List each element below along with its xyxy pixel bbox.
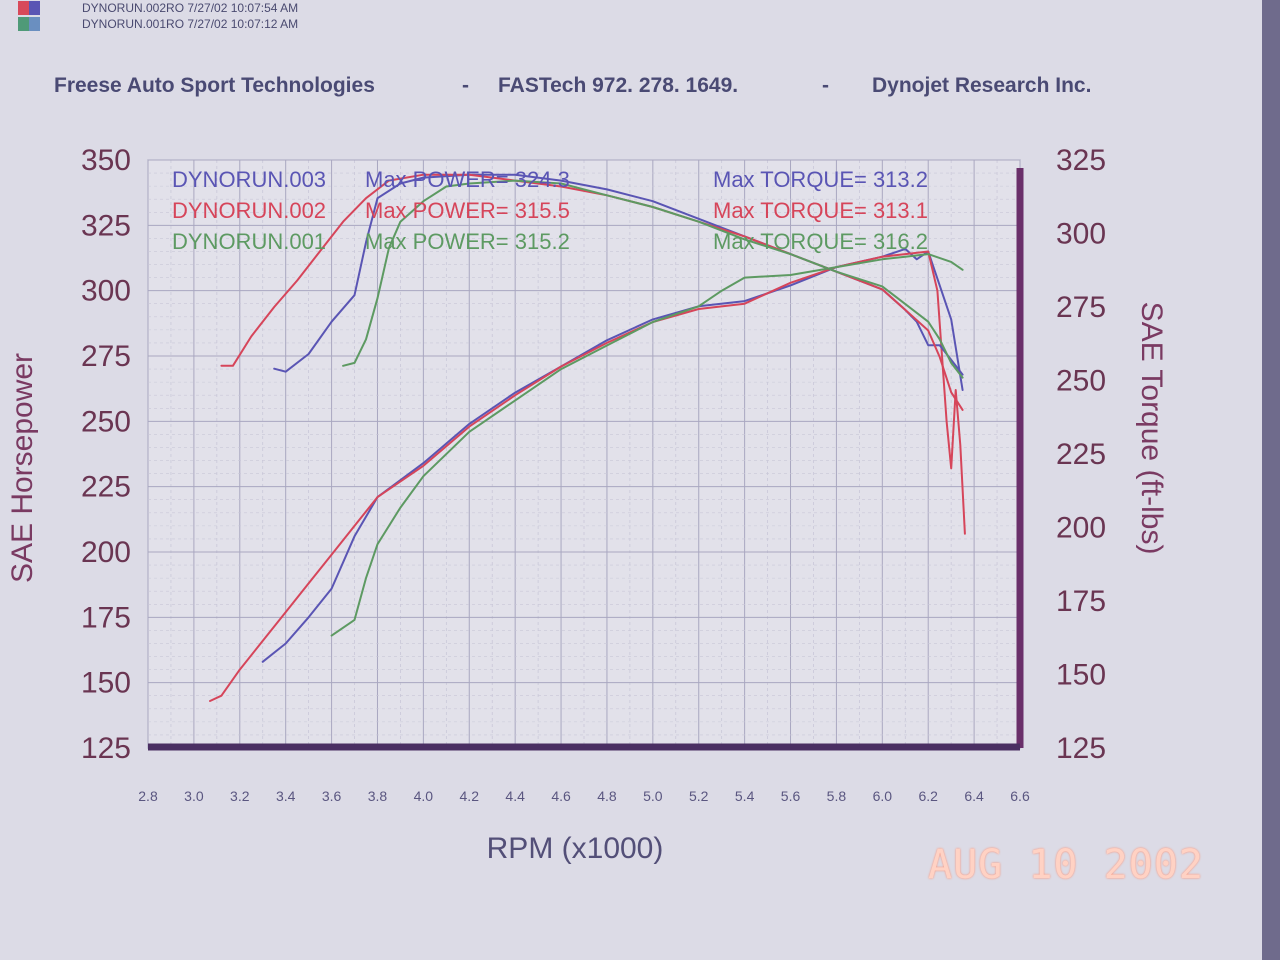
grid-lines — [147, 159, 1021, 749]
vendor-name: Dynojet Research Inc. — [872, 74, 1092, 97]
x-tick-label: 3.2 — [230, 788, 250, 804]
y-left-tick-label: 350 — [81, 144, 131, 177]
series-line-power-dynorun-003 — [261, 247, 964, 663]
y-left-tick-label: 125 — [81, 732, 131, 765]
legend-max-torque: Max TORQUE= 313.1 — [713, 198, 928, 223]
run-header-item: DYNORUN.001RO 7/27/02 10:07:12 AM — [18, 16, 298, 32]
x-tick-label: 6.0 — [873, 788, 893, 804]
legend-run-name: DYNORUN.002 — [172, 198, 326, 223]
x-tick-label: 4.6 — [551, 788, 571, 804]
series-line-power-dynorun-001 — [330, 253, 964, 637]
y-right-tick-label: 250 — [1056, 365, 1106, 398]
legend-entry: DYNORUN.002 Max POWER= 315.5 Max TORQUE= 3… — [172, 198, 928, 223]
y-left-tick-label: 250 — [81, 405, 131, 438]
x-tick-label: 3.8 — [368, 788, 388, 804]
x-tick-label: 3.4 — [276, 788, 296, 804]
run-header-item: DYNORUN.002RO 7/27/02 10:07:54 AM — [18, 0, 298, 16]
y-right-tick-label: 325 — [1056, 144, 1106, 177]
company-header: Freese Auto Sport Technologies - FASTech… — [0, 74, 1262, 104]
legend-run-name: DYNORUN.003 — [172, 167, 326, 192]
y-left-tick-label: 150 — [81, 667, 131, 700]
camera-date-stamp: AUG 10 2002 — [928, 842, 1204, 888]
run-header-list: DYNORUN.002RO 7/27/02 10:07:54 AM DYNORU… — [18, 0, 298, 32]
legend-max-power: Max POWER= 315.2 — [365, 229, 570, 254]
x-tick-label: 3.0 — [184, 788, 204, 804]
series-line-torque-dynorun-003 — [273, 173, 964, 376]
y-left-tick-labels: 125 150 175 200 225 250 275 300 325 350 — [81, 144, 131, 765]
x-tick-label: 5.2 — [689, 788, 709, 804]
legend: DYNORUN.003 Max POWER= 324.3 Max TORQUE= 3… — [172, 167, 928, 254]
legend-max-power: Max POWER= 315.5 — [365, 198, 570, 223]
run-header-label: DYNORUN.001RO 7/27/02 10:07:12 AM — [82, 17, 299, 31]
x-tick-label: 5.0 — [643, 788, 663, 804]
y-right-tick-label: 200 — [1056, 512, 1106, 545]
x-tick-labels: 2.8 3.0 3.2 3.4 3.6 3.8 4.0 4.2 4.4 4.6 4.8 5.0 5.2 5… — [138, 788, 1030, 804]
legend-max-torque: Max TORQUE= 313.2 — [713, 167, 928, 192]
run-color-swatch — [18, 1, 40, 15]
y-right-axis-label: SAE Torque (ft-lbs) — [1135, 302, 1168, 555]
series-line-torque-dynorun-002 — [220, 173, 964, 411]
x-tick-label: 6.2 — [918, 788, 938, 804]
y-right-tick-label: 150 — [1056, 659, 1106, 692]
header-separator: - — [822, 74, 829, 97]
company-phone: FASTech 972. 278. 1649. — [498, 74, 739, 97]
y-right-tick-label: 275 — [1056, 291, 1106, 324]
legend-max-torque: Max TORQUE= 316.2 — [713, 229, 928, 254]
sheet-edge — [1262, 0, 1280, 960]
header-separator: - — [462, 74, 469, 97]
y-right-tick-label: 225 — [1056, 438, 1106, 471]
company-name: Freese Auto Sport Technologies — [54, 74, 375, 97]
y-left-tick-label: 175 — [81, 601, 131, 634]
y-left-axis-label: SAE Horsepower — [6, 353, 39, 583]
y-right-tick-label: 125 — [1056, 732, 1106, 765]
y-right-tick-label: 300 — [1056, 218, 1106, 251]
x-tick-label: 4.8 — [597, 788, 617, 804]
series-line-power-dynorun-002 — [209, 250, 966, 702]
series-lines — [209, 173, 966, 702]
x-tick-label: 4.4 — [505, 788, 525, 804]
legend-max-power: Max POWER= 324.3 — [365, 167, 570, 192]
y-right-tick-labels: 125 150 175 200 225 250 275 300 325 — [1056, 144, 1106, 765]
x-axis-label: RPM (x1000) — [487, 832, 664, 865]
y-right-tick-label: 175 — [1056, 585, 1106, 618]
legend-entry: DYNORUN.001 Max POWER= 315.2 Max TORQUE= 3… — [172, 229, 928, 254]
x-tick-label: 5.6 — [781, 788, 801, 804]
x-tick-label: 4.0 — [414, 788, 434, 804]
x-tick-label: 3.6 — [322, 788, 342, 804]
x-tick-label: 6.6 — [1010, 788, 1030, 804]
y-left-tick-label: 325 — [81, 209, 131, 242]
x-tick-label: 5.4 — [735, 788, 755, 804]
run-header-label: DYNORUN.002RO 7/27/02 10:07:54 AM — [82, 1, 299, 15]
y-left-tick-label: 275 — [81, 340, 131, 373]
x-tick-label: 4.2 — [460, 788, 480, 804]
run-color-swatch — [18, 17, 40, 31]
y-left-tick-label: 200 — [81, 536, 131, 569]
x-tick-label: 5.8 — [827, 788, 847, 804]
x-tick-label: 2.8 — [138, 788, 158, 804]
legend-run-name: DYNORUN.001 — [172, 229, 326, 254]
x-tick-label: 6.4 — [964, 788, 984, 804]
y-left-tick-label: 300 — [81, 275, 131, 308]
legend-entry: DYNORUN.003 Max POWER= 324.3 Max TORQUE= 3… — [172, 167, 928, 192]
y-left-tick-label: 225 — [81, 471, 131, 504]
series-line-torque-dynorun-001 — [342, 179, 964, 379]
